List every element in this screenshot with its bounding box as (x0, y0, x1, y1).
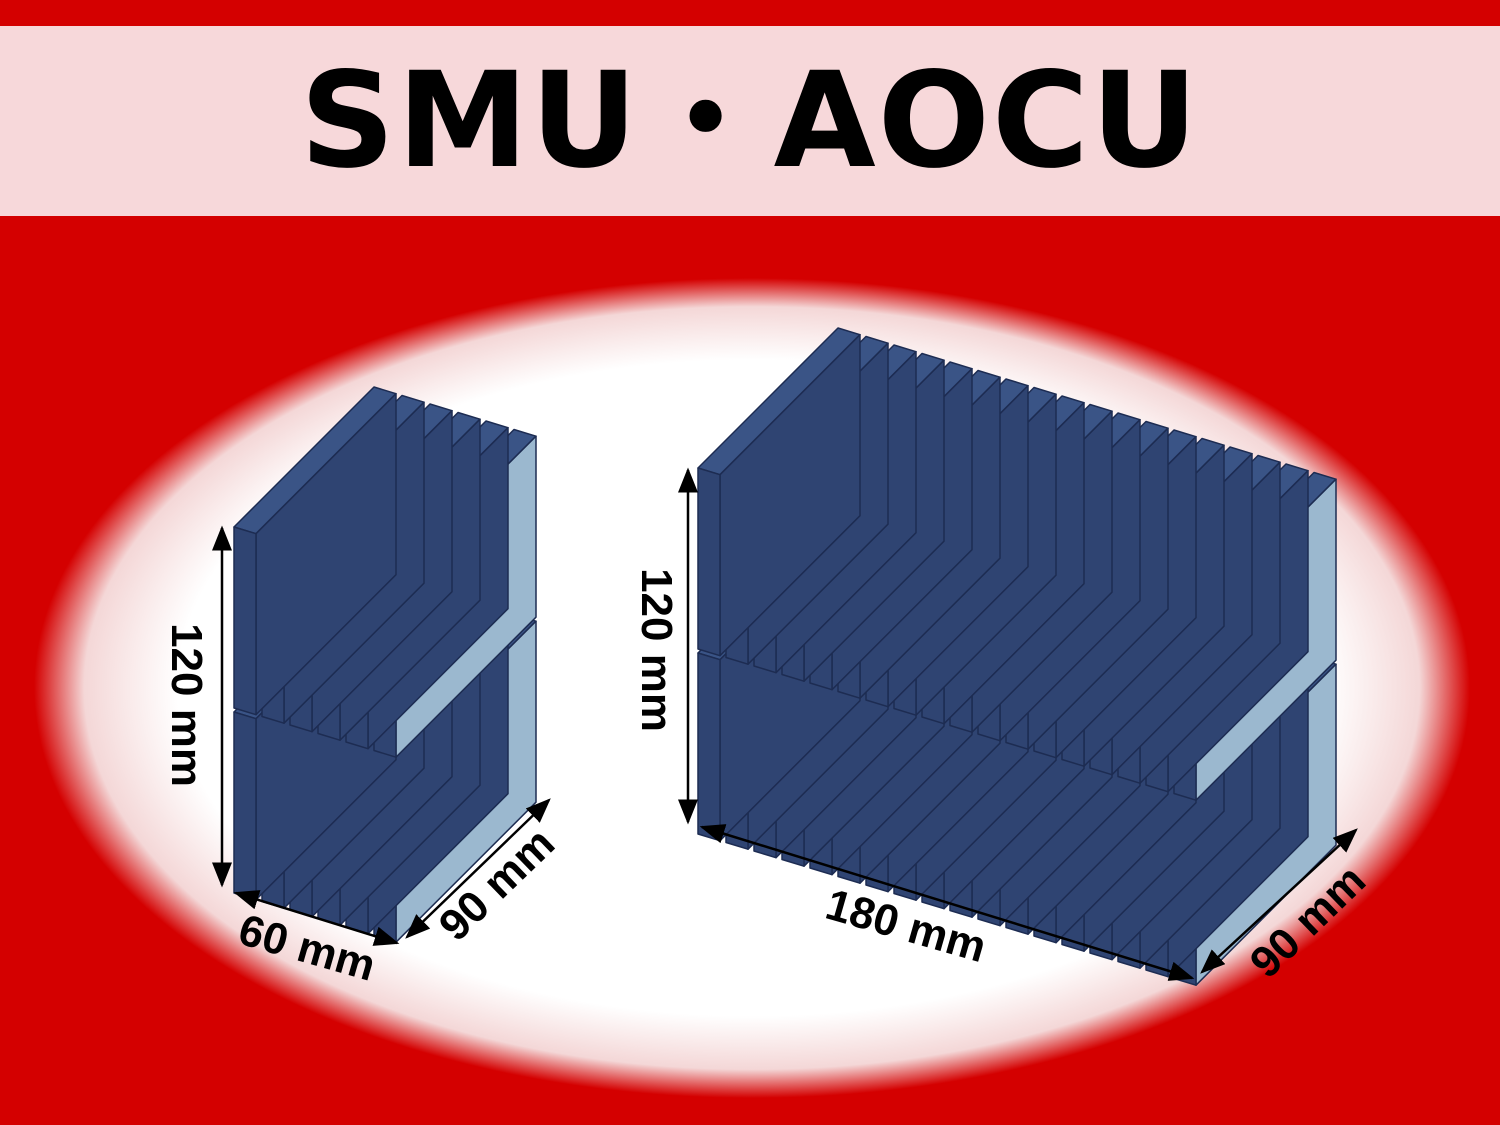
large-module-stack (697, 327, 1337, 986)
large-width-arrow (699, 824, 1195, 981)
small-module-stack (233, 386, 537, 943)
large-height-label: 120 mm (632, 568, 681, 732)
plate-front (697, 467, 721, 657)
plate-front (233, 711, 257, 901)
large-depth-arrow (1200, 828, 1358, 974)
title-band: SMU・AOCU (0, 26, 1500, 216)
small-width-arrow (233, 890, 400, 946)
page-title: SMU・AOCU (299, 44, 1201, 198)
small-height-label: 120 mm (162, 623, 211, 787)
plate-front (233, 526, 257, 716)
plate-front (697, 652, 721, 842)
small-depth-arrow (405, 798, 551, 939)
